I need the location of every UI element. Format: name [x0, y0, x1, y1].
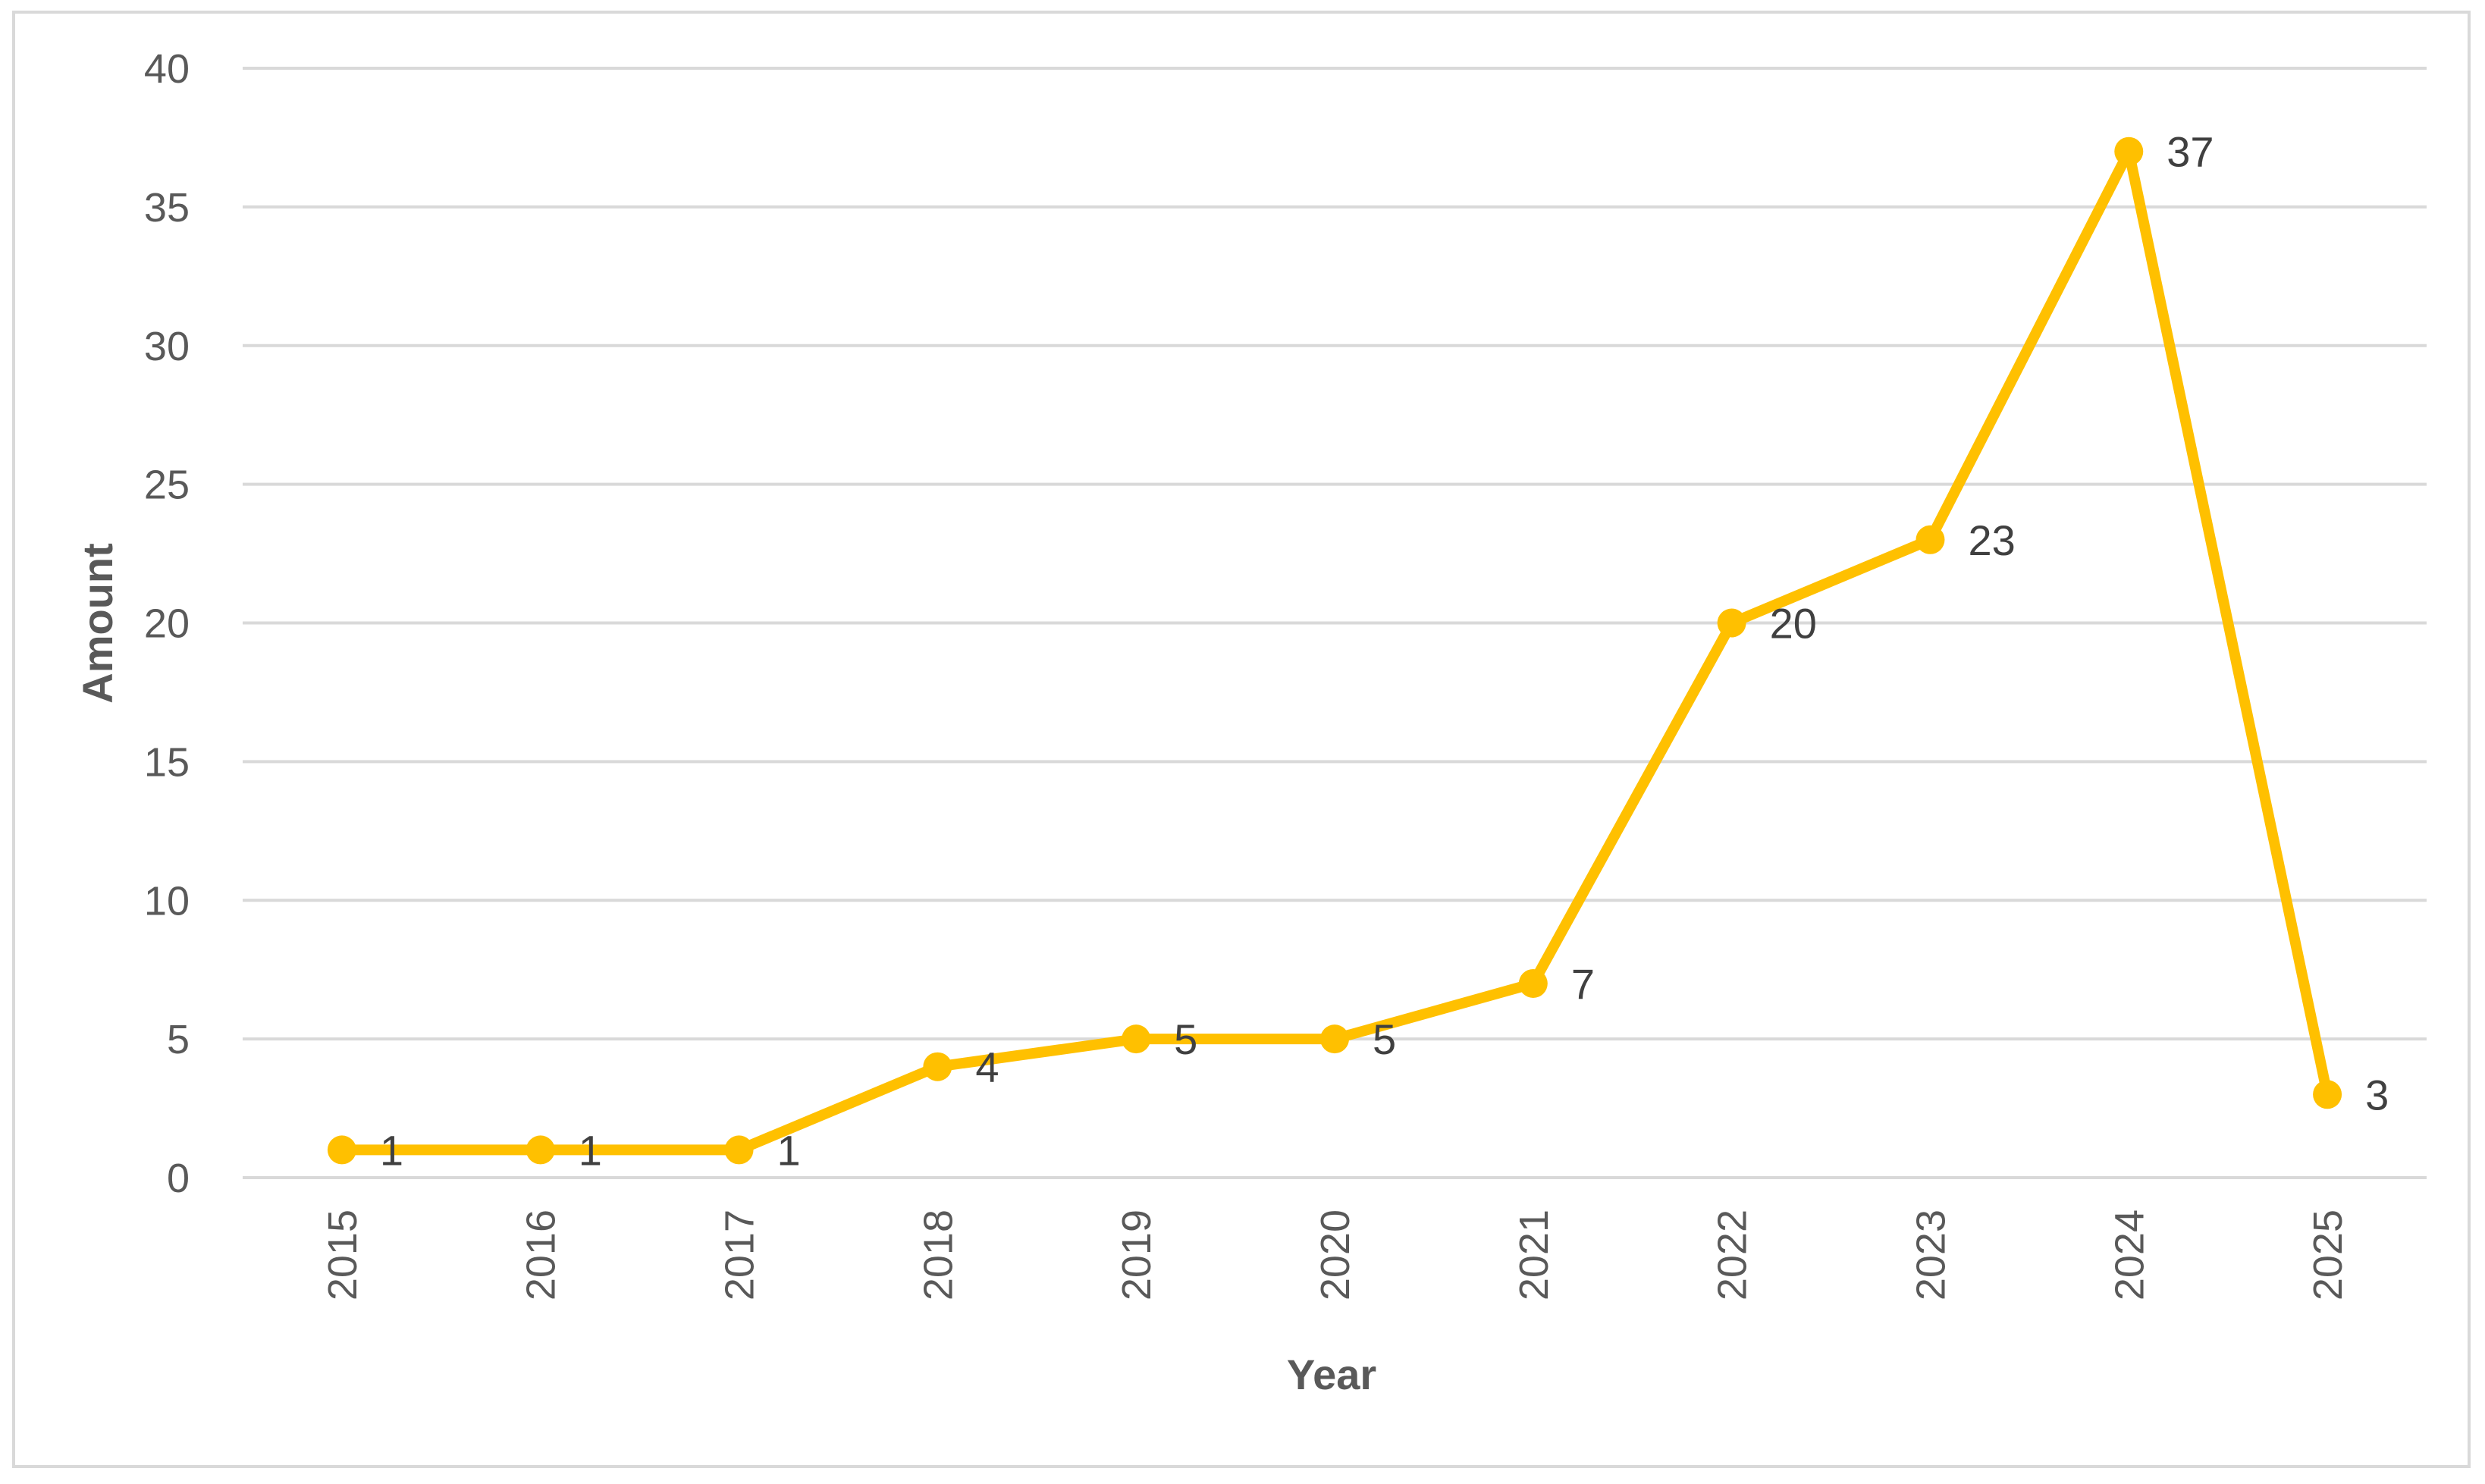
y-tick-label: 20 [144, 601, 190, 647]
x-tick-label: 2018 [915, 1209, 961, 1300]
data-point [327, 1135, 356, 1165]
series-line [336, 146, 2333, 1156]
x-tick-label: 2024 [2107, 1209, 2152, 1300]
data-point [1518, 968, 1548, 998]
data-point [724, 1135, 754, 1165]
data-label: 37 [2167, 128, 2214, 176]
series-line-group [336, 146, 2333, 1156]
series-markers [327, 136, 2342, 1165]
y-tick-label: 30 [144, 324, 190, 369]
data-labels: 1 1 1 4 5 5 7 20 23 37 3 [380, 128, 2389, 1175]
data-point [526, 1135, 555, 1165]
x-tick-label: 2020 [1313, 1209, 1358, 1300]
x-tick-label: 2023 [1908, 1209, 1953, 1300]
x-tick-label: 2015 [320, 1209, 366, 1300]
gridlines [243, 67, 2427, 1179]
y-tick-label: 25 [144, 463, 190, 508]
x-tick-label: 2019 [1114, 1209, 1159, 1300]
data-label: 5 [1373, 1015, 1396, 1063]
x-tick-label: 2016 [519, 1209, 564, 1300]
data-point [1916, 525, 1945, 554]
y-tick-label: 35 [144, 185, 190, 231]
data-label: 3 [2365, 1071, 2389, 1118]
y-axis-ticks: 0 5 10 15 20 25 30 35 40 [144, 46, 190, 1201]
data-point [923, 1052, 952, 1081]
y-tick-label: 40 [144, 46, 190, 92]
data-point [1320, 1024, 1349, 1054]
y-tick-label: 5 [167, 1017, 190, 1062]
y-tick-label: 0 [167, 1156, 190, 1201]
x-axis-ticks: 2015 2016 2017 2018 2019 2020 2021 2022 2023 2024… [320, 1209, 2351, 1300]
x-tick-label: 2021 [1511, 1209, 1557, 1300]
data-label: 1 [579, 1126, 602, 1174]
data-point [1717, 608, 1746, 638]
data-label: 1 [777, 1126, 801, 1174]
data-label: 7 [1571, 960, 1595, 1008]
x-tick-label: 2025 [2305, 1209, 2351, 1300]
data-label: 20 [1770, 600, 1817, 648]
data-point [1122, 1024, 1151, 1054]
data-point [2114, 136, 2144, 166]
x-axis-title: Year [1287, 1351, 1376, 1398]
y-axis-title: Amount [74, 543, 121, 704]
x-tick-label: 2017 [717, 1209, 763, 1300]
data-label: 4 [975, 1043, 999, 1091]
y-tick-label: 10 [144, 878, 190, 924]
data-label: 23 [1968, 516, 2015, 564]
x-tick-label: 2022 [1710, 1209, 1756, 1300]
data-label: 5 [1174, 1015, 1197, 1063]
data-point [2313, 1080, 2342, 1109]
y-tick-label: 15 [144, 739, 190, 785]
data-label: 1 [380, 1126, 403, 1174]
chart-frame [12, 11, 2471, 1468]
